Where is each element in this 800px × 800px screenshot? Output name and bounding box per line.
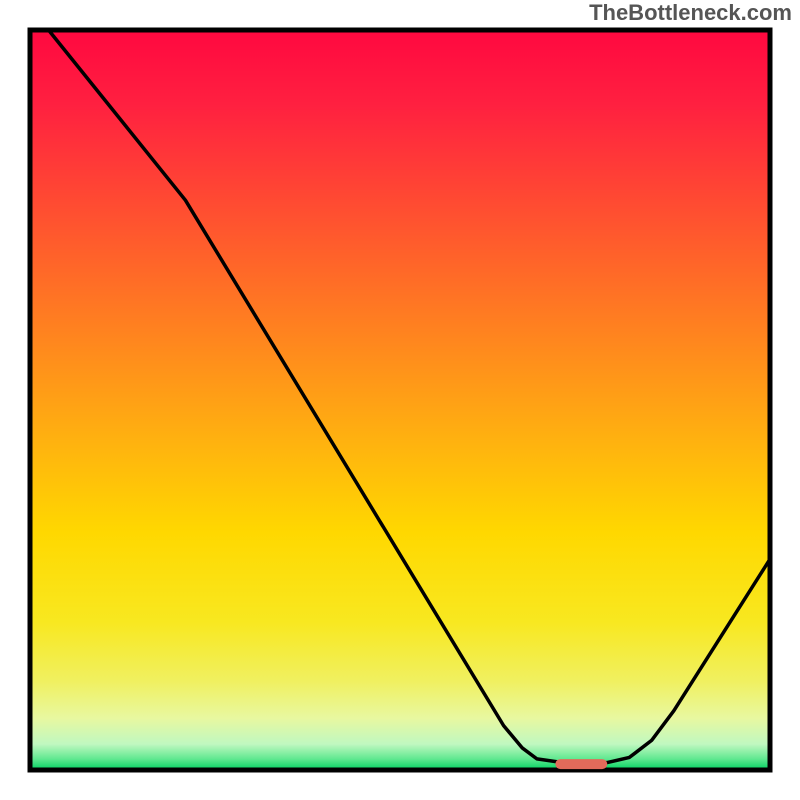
chart-container: TheBottleneck.com xyxy=(0,0,800,800)
plot-background xyxy=(30,30,770,770)
bottleneck-chart xyxy=(0,0,800,800)
optimal-marker xyxy=(555,759,607,769)
watermark-text: TheBottleneck.com xyxy=(589,0,792,26)
